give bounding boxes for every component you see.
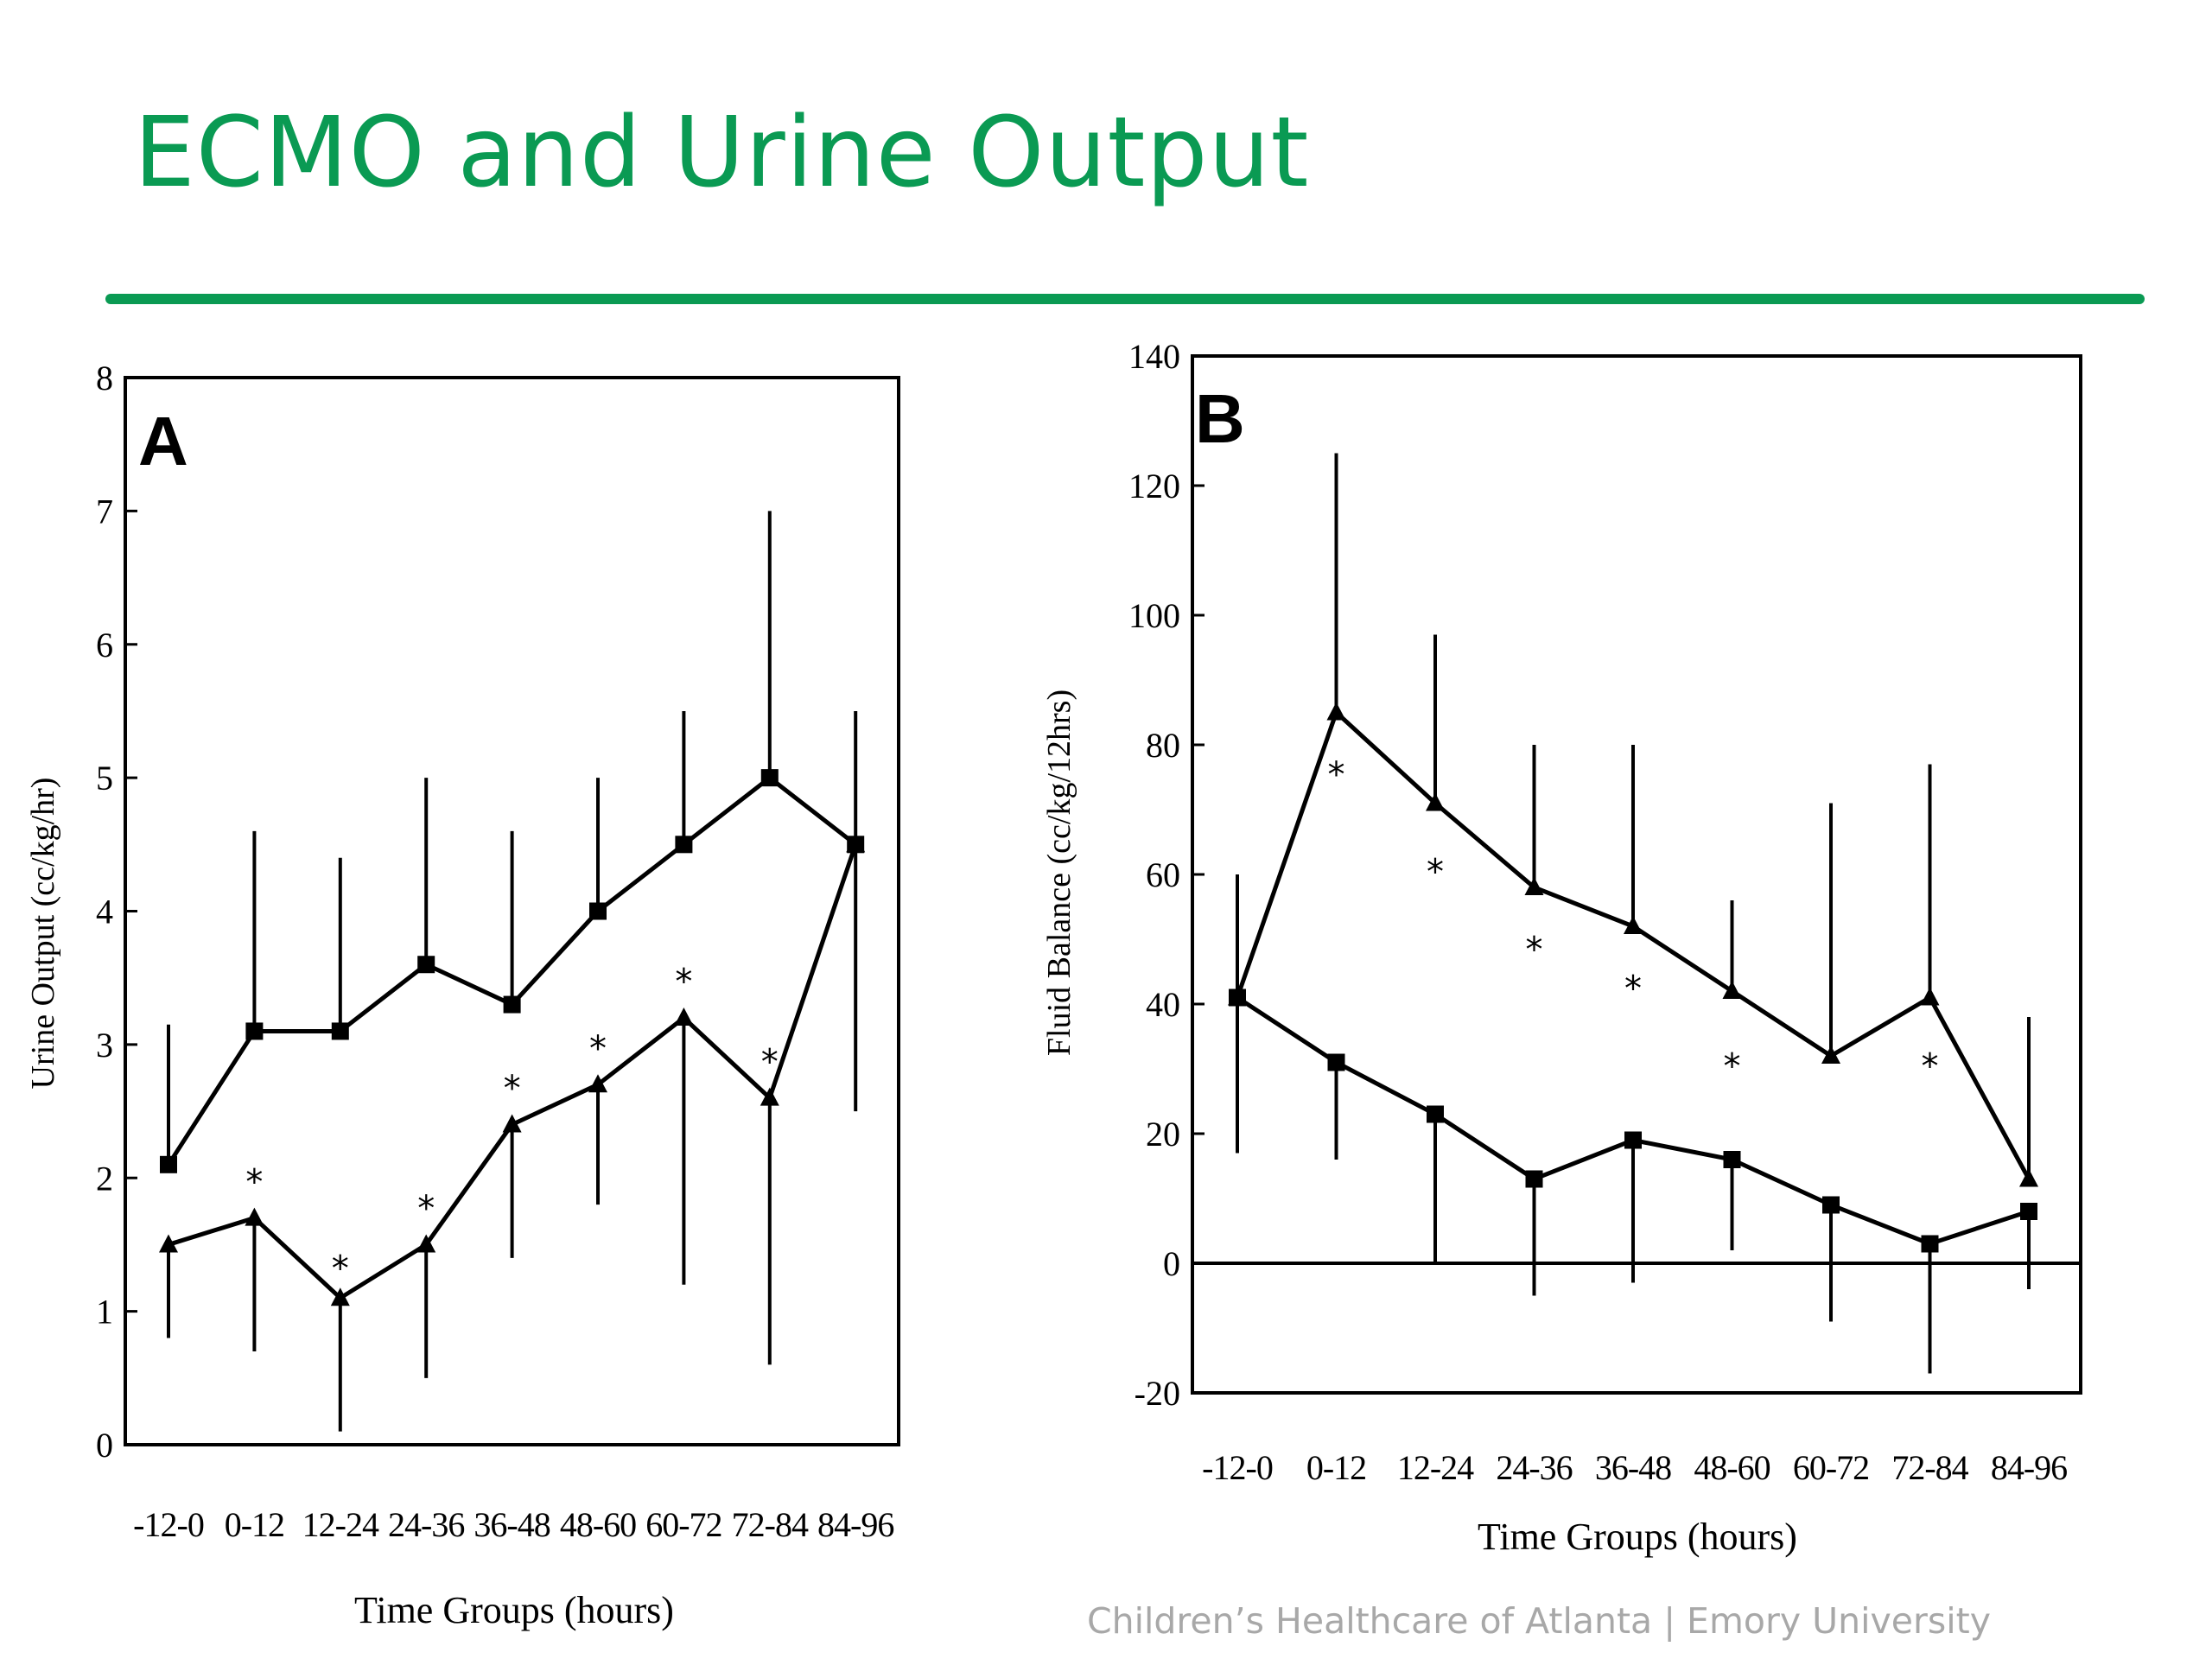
- panel-a-y-tick-label: 6: [96, 626, 113, 664]
- panel-a-triangle-series-point: [846, 834, 866, 853]
- panel-b-y-tick-label: 100: [1128, 596, 1180, 635]
- panel-b-triangle-series-point: [1624, 916, 1643, 934]
- panel-b-x-tick-label: 24-36: [1496, 1448, 1572, 1487]
- panel-b-y-tick-label: -20: [1135, 1374, 1180, 1413]
- panel-b-y-tick-label: 40: [1146, 985, 1180, 1024]
- panel-a-triangle-series-point: [416, 1234, 436, 1253]
- panel-a-triangle-series-point: [245, 1207, 264, 1226]
- panel-a-triangle-series-point: [588, 1074, 607, 1093]
- panel-b-y-tick-label: 20: [1146, 1115, 1180, 1154]
- panel-b-significance-marker: *: [1328, 755, 1345, 795]
- panel-b-square-series-point: [2020, 1203, 2037, 1220]
- panel-a-x-tick-label: 12-24: [302, 1505, 379, 1544]
- panel-b-y-tick-label: 0: [1163, 1244, 1180, 1283]
- panel-a-square-series-point: [760, 769, 779, 787]
- panel-a-triangle-series-point: [502, 1114, 522, 1133]
- panel-b-square-series-point: [1921, 1235, 1939, 1253]
- panel-b-triangle-series-point: [1326, 702, 1346, 721]
- panel-b-y-tick-label: 80: [1146, 726, 1180, 765]
- panel-b-y-tick-label: 120: [1128, 467, 1180, 505]
- panel-b-significance-marker: *: [1624, 969, 1642, 1009]
- panel-a-y-tick-label: 8: [96, 359, 113, 397]
- panel-b-square-series-point: [1327, 1053, 1345, 1071]
- panel-b-triangle-series-point: [1821, 1046, 1840, 1064]
- panel-a-square-series-point: [417, 956, 435, 974]
- panel-a-x-tick-label: 60-72: [645, 1505, 721, 1544]
- panel-b-square-series-point: [1822, 1196, 1840, 1214]
- panel-b-significance-marker: *: [1922, 1047, 1939, 1087]
- panel-b-label: B: [1195, 380, 1245, 457]
- panel-a-square-series-point: [245, 1022, 264, 1040]
- panel-a-y-tick-label: 3: [96, 1026, 113, 1065]
- panel-b-square-series-point: [1525, 1170, 1543, 1188]
- panel-a-y-tick-label: 4: [96, 893, 113, 931]
- panel-a-square-series-point: [589, 902, 607, 920]
- panel-a-significance-marker: *: [245, 1162, 263, 1202]
- panel-a-y-tick-label: 5: [96, 759, 113, 798]
- panel-a-x-tick-label: 48-60: [560, 1505, 636, 1544]
- slide-title: ECMO and Urine Output: [134, 97, 1310, 209]
- panel-b-x-tick-label: -12-0: [1202, 1448, 1273, 1487]
- panel-a-significance-marker: *: [504, 1069, 521, 1109]
- panel-b-x-tick-label: 60-72: [1793, 1448, 1869, 1487]
- panel-b-y-tick-label: 140: [1128, 337, 1180, 376]
- panel-a-square-series-point: [503, 995, 521, 1014]
- panel-a-square-series-point: [675, 836, 693, 854]
- panel-b-x-tick-label: 84-96: [1991, 1448, 2067, 1487]
- panel-a-y-tick-label: 2: [96, 1159, 113, 1198]
- panel-b-triangle-series-point: [1524, 877, 1544, 895]
- panel-b-significance-marker: *: [1724, 1047, 1741, 1087]
- panel-a-triangle-series-point: [159, 1234, 178, 1253]
- panel-b-triangle-series-point: [1722, 981, 1742, 999]
- panel-b-y-axis-label: Fluid Balance (cc/kg/12hrs): [1041, 690, 1077, 1056]
- panel-b-y-tick-label: 60: [1146, 855, 1180, 894]
- panel-a-x-axis-label: Time Groups (hours): [354, 1589, 674, 1631]
- panel-b-x-tick-label: 12-24: [1397, 1448, 1474, 1487]
- panel-a-significance-marker: *: [761, 1042, 779, 1082]
- panel-a-x-tick-label: -12-0: [133, 1505, 204, 1544]
- panel-b-significance-marker: *: [1526, 931, 1543, 970]
- footer-credit: Children’s Healthcare of Atlanta | Emory…: [1087, 1600, 1991, 1642]
- panel-a-significance-marker: *: [589, 1029, 607, 1069]
- panel-a-triangle-series-point: [760, 1087, 779, 1106]
- panel-a-x-tick-label: 24-36: [388, 1505, 464, 1544]
- panel-a-y-tick-label: 0: [96, 1426, 113, 1465]
- panel-a-x-tick-label: 72-84: [732, 1505, 809, 1544]
- panel-a-square-series-point: [331, 1022, 349, 1040]
- panel-a-label: A: [138, 403, 188, 480]
- panel-b-square-series-point: [1427, 1105, 1444, 1123]
- panel-b-triangle-series-point: [2019, 1168, 2038, 1187]
- panel-a-significance-marker: *: [675, 963, 692, 1002]
- panel-a-triangle-series-point: [330, 1287, 350, 1306]
- panel-a-triangle-series-point: [674, 1007, 694, 1026]
- panel-a-x-tick-label: 84-96: [817, 1505, 893, 1544]
- panel-b-x-axis-label: Time Groups (hours): [1478, 1516, 1797, 1558]
- panel-b-square-series-point: [1624, 1131, 1642, 1149]
- panel-a-x-tick-label: 0-12: [225, 1505, 284, 1544]
- panel-a-significance-marker: *: [417, 1189, 435, 1229]
- panel-a-square-series-point: [160, 1155, 177, 1173]
- panel-b-square-series-point: [1723, 1151, 1741, 1168]
- panel-b-triangle-series-point: [1426, 792, 1445, 811]
- panel-b-x-tick-label: 36-48: [1595, 1448, 1671, 1487]
- panel-b-triangle-series-point: [1920, 987, 1940, 1006]
- panel-a-x-tick-label: 36-48: [474, 1505, 550, 1544]
- panel-a-significance-marker: *: [332, 1249, 349, 1289]
- panel-a-y-axis-label: Urine Output (cc/kg/hr): [25, 778, 61, 1090]
- panel-a-y-tick-label: 7: [96, 492, 113, 531]
- title-divider: [105, 294, 2145, 304]
- panel-b-significance-marker: *: [1427, 853, 1444, 893]
- panel-b-x-tick-label: 0-12: [1306, 1448, 1366, 1487]
- panel-a-y-tick-label: 1: [96, 1293, 113, 1332]
- panel-b-x-tick-label: 48-60: [1694, 1448, 1770, 1487]
- panel-b-square-series-point: [1229, 988, 1246, 1007]
- panel-b-x-tick-label: 72-84: [1891, 1448, 1968, 1487]
